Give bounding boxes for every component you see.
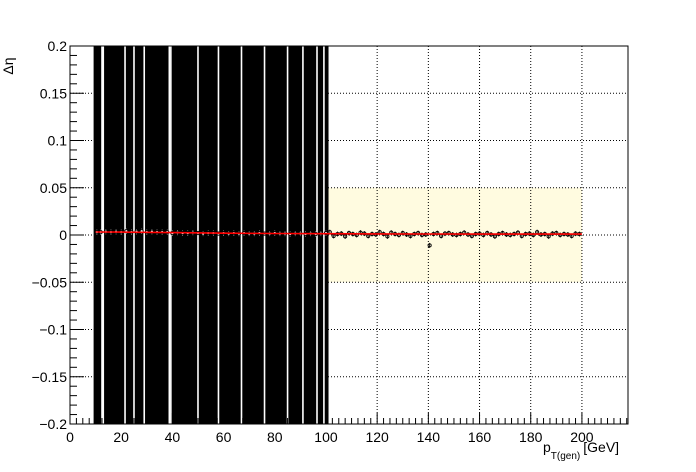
y-tick-label: −0.2 [39, 416, 67, 432]
y-tick-label: 0.2 [48, 38, 68, 54]
x-tick-label: 100 [314, 429, 338, 445]
y-tick-label: 0.15 [40, 85, 67, 101]
x-tick-label: 120 [365, 429, 389, 445]
x-axis-title-unit: [GeV] [583, 439, 619, 455]
x-tick-label: 60 [216, 429, 232, 445]
y-tick-label: −0.1 [39, 322, 67, 338]
x-tick-label: 0 [66, 429, 74, 445]
x-tick-label: 40 [165, 429, 181, 445]
x-tick-label: 200 [570, 429, 594, 445]
data-point [343, 234, 348, 239]
x-tick-label: 140 [417, 429, 441, 445]
data-point [427, 243, 432, 248]
data-point [385, 234, 390, 239]
x-axis-title: pT(gen)[GeV] [543, 439, 619, 462]
x-tick-label: 160 [468, 429, 492, 445]
fit-line [95, 231, 582, 235]
y-tick-label: 0.05 [40, 180, 67, 196]
y-tick-label: 0 [59, 227, 67, 243]
x-tick-label: 80 [267, 429, 283, 445]
x-axis-title-sub: T(gen) [551, 451, 580, 462]
x-axis-title-main: p [543, 439, 551, 455]
error-bar-region [93, 46, 329, 424]
y-tick-label: −0.05 [32, 274, 68, 290]
x-tick-label: 180 [519, 429, 543, 445]
x-tick-label: 20 [113, 429, 129, 445]
y-tick-label: −0.15 [32, 369, 68, 385]
y-tick-label: 0.1 [48, 133, 68, 149]
y-axis-title: Δη [0, 57, 16, 74]
